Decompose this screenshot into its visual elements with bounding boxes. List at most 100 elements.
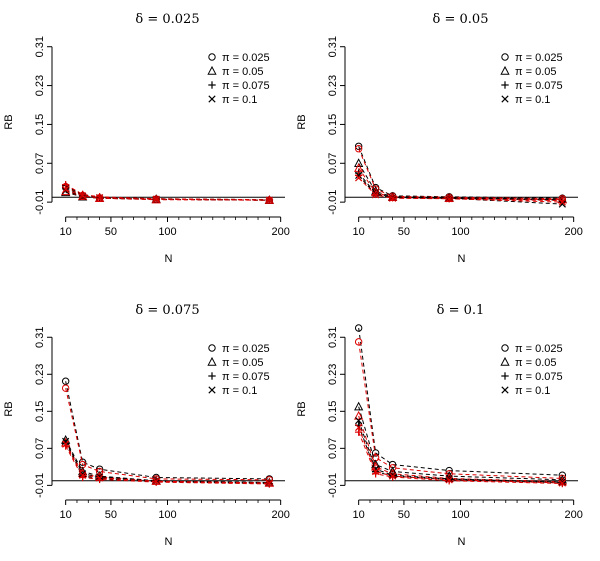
data-point-cross-b xyxy=(62,437,70,446)
series-line xyxy=(358,148,563,200)
data-point-cross-b xyxy=(355,171,363,180)
x-tick-label: 200 xyxy=(564,509,582,521)
data-point-cross-b xyxy=(152,477,160,485)
data-point-cross-b xyxy=(372,467,380,476)
legend-label: π = 0.1 xyxy=(222,94,257,106)
x-tick-label: 200 xyxy=(271,509,289,521)
legend-marker xyxy=(501,372,509,380)
data-point-cross xyxy=(558,200,566,208)
data-point-cross-b xyxy=(62,186,70,195)
x-tick-label: 100 xyxy=(451,509,469,521)
data-point-plus xyxy=(95,193,104,201)
legend: π = 0.025 π = 0.05 π = 0.075 π = 0.1 xyxy=(207,343,270,397)
legend-marker xyxy=(208,372,216,380)
panel-title: δ = 0.05 xyxy=(433,12,489,27)
data-point-cross-b xyxy=(62,185,70,194)
data-point-cross xyxy=(95,194,104,202)
data-point-circle xyxy=(95,467,104,476)
legend-label: π = 0.05 xyxy=(222,357,264,369)
y-tick-label: 0.31 xyxy=(327,327,339,348)
data-point-cross xyxy=(355,416,363,425)
data-point-cross xyxy=(372,191,380,199)
data-point-cross xyxy=(445,476,453,484)
data-point-cross xyxy=(355,171,363,180)
series-line xyxy=(358,146,563,199)
y-tick-label: 0.07 xyxy=(34,153,46,174)
series-8 xyxy=(355,423,566,487)
legend-marker xyxy=(207,356,217,366)
series-8 xyxy=(62,440,273,487)
data-point-cross-b xyxy=(95,474,104,482)
series-line xyxy=(358,167,563,201)
y-axis-label: RB xyxy=(296,114,308,129)
data-point-cross xyxy=(355,174,363,182)
y-tick-label: 0.07 xyxy=(327,153,339,174)
data-point-triangle xyxy=(354,401,364,411)
data-point-cross xyxy=(558,479,566,487)
series-8 xyxy=(355,174,566,206)
x-tick-label: 10 xyxy=(353,509,365,521)
legend-marker-b xyxy=(208,95,216,103)
data-point-plus xyxy=(354,428,363,436)
series-4 xyxy=(61,186,274,204)
data-point-cross-b xyxy=(558,198,566,206)
data-point-cross-b xyxy=(355,174,363,182)
data-point-plus xyxy=(152,478,160,486)
data-point-cross-b xyxy=(388,472,397,480)
series-5 xyxy=(61,440,274,488)
data-point-cross-b xyxy=(355,416,363,425)
panel-title: δ = 0.025 xyxy=(135,12,199,27)
x-tick-label: 200 xyxy=(564,226,582,238)
series-line xyxy=(358,431,563,485)
y-tick-label: -0.01 xyxy=(327,473,339,498)
data-point-cross-b xyxy=(265,196,273,204)
legend-marker xyxy=(207,65,217,75)
series-5 xyxy=(354,421,567,487)
series-7 xyxy=(355,171,566,208)
data-point-cross xyxy=(62,185,70,194)
panel-title: δ = 0.075 xyxy=(135,303,199,318)
legend-marker-b xyxy=(501,95,509,103)
data-point-circle xyxy=(78,458,87,466)
legend-label: π = 0.075 xyxy=(515,80,563,92)
legend-label: π = 0.025 xyxy=(515,52,563,64)
panel-1: δ = 0.025 -0.01 0.07 0.15 0.23 0.31 10 50 100 200… xyxy=(3,12,290,265)
data-point-cross-b xyxy=(95,194,104,202)
legend-marker xyxy=(500,356,510,366)
y-tick-label: 0.15 xyxy=(34,401,46,422)
data-point-cross xyxy=(79,192,87,200)
data-point-cross xyxy=(388,472,397,480)
data-point-cross xyxy=(79,471,87,479)
y-tick-label: 0.07 xyxy=(327,438,339,459)
data-point-cross-b xyxy=(445,195,453,203)
data-point-cross xyxy=(355,423,363,432)
data-point-cross xyxy=(265,196,273,204)
y-axis-label: RB xyxy=(3,114,15,129)
series-6 xyxy=(61,180,274,204)
legend-marker xyxy=(208,95,216,103)
data-point-cross-b xyxy=(558,478,566,486)
data-point-triangle xyxy=(354,158,364,167)
legend-label: π = 0.075 xyxy=(222,80,270,92)
data-point-cross xyxy=(95,474,104,482)
y-tick-label: 0.31 xyxy=(34,36,46,57)
series-line xyxy=(65,441,270,484)
data-point-cross-b xyxy=(95,473,104,481)
legend-label: π = 0.025 xyxy=(222,343,270,355)
data-point-cross-b xyxy=(558,200,566,208)
legend-label: π = 0.075 xyxy=(515,371,563,383)
legend-label: π = 0.1 xyxy=(515,385,550,397)
legend-marker xyxy=(208,53,216,61)
data-point-cross xyxy=(265,479,273,487)
y-tick-label: 0.15 xyxy=(327,114,339,135)
series-7 xyxy=(355,416,566,486)
data-point-cross xyxy=(152,195,160,203)
series-line xyxy=(358,177,563,203)
x-tick-label: 10 xyxy=(60,226,72,238)
series-1 xyxy=(354,142,567,202)
data-point-cross xyxy=(95,473,104,481)
data-point-cross-b xyxy=(445,476,453,484)
data-point-cross xyxy=(445,475,453,483)
legend-label: π = 0.025 xyxy=(515,343,563,355)
x-tick-label: 50 xyxy=(398,226,410,238)
